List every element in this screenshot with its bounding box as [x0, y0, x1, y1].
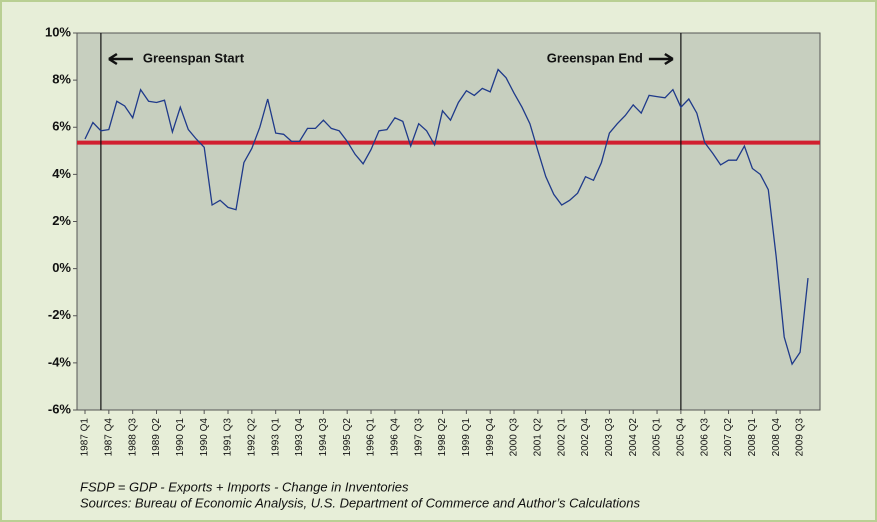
x-tick-label: 2008 Q4: [771, 418, 782, 457]
annotation-text: Greenspan End: [547, 50, 643, 65]
x-tick-label: 2002 Q4: [580, 418, 591, 457]
note: FSDP = GDP - Exports + Imports - Change …: [80, 479, 409, 494]
x-tick-label: 1996 Q4: [389, 418, 400, 457]
y-tick-label: -6%: [48, 401, 72, 416]
x-tick-label: 1999 Q4: [485, 418, 496, 457]
x-tick-label: 1999 Q1: [461, 418, 472, 457]
x-tick-label: 2004 Q2: [628, 418, 639, 457]
x-tick-label: 2002 Q1: [556, 418, 567, 457]
x-tick-label: 2005 Q1: [652, 418, 663, 457]
x-tick-label: 2008 Q1: [747, 418, 758, 457]
y-tick-label: 6%: [52, 119, 71, 134]
x-tick-label: 1993 Q4: [294, 418, 305, 457]
x-tick-label: 2006 Q3: [699, 418, 710, 457]
y-tick-label: 0%: [52, 260, 71, 275]
x-tick-label: 1987 Q1: [80, 418, 91, 457]
x-tick-label: 1995 Q2: [342, 418, 353, 457]
arrow: [108, 52, 133, 66]
x-tick-label: 2007 Q2: [723, 418, 734, 457]
x-tick-label: 1988 Q3: [127, 418, 138, 457]
y-tick-label: 2%: [52, 213, 71, 228]
x-tick-label: 1991 Q3: [223, 418, 234, 457]
x-tick-label: 1997 Q3: [413, 418, 424, 457]
y-tick-label: 8%: [52, 72, 71, 87]
x-tick-label: 1989 Q2: [151, 418, 162, 457]
x-tick-label: 2001 Q2: [533, 418, 544, 457]
x-tick-label: 1987 Q4: [103, 418, 114, 457]
plot-area: [76, 32, 821, 411]
note: Sources: Bureau of Economic Analysis, U.…: [80, 495, 640, 510]
x-tick-label: 2005 Q4: [676, 418, 687, 457]
x-tick-label: 1990 Q4: [199, 418, 210, 457]
y-tick-label: 10%: [45, 24, 71, 39]
x-tick-label: 1994 Q3: [318, 418, 329, 457]
arrow: [648, 52, 674, 66]
x-tick-label: 2000 Q3: [509, 418, 520, 457]
x-tick-label: 1990 Q1: [175, 418, 186, 457]
y-tick-label: -4%: [48, 354, 72, 369]
x-tick-label: 1998 Q2: [437, 418, 448, 457]
annotation-text: Greenspan Start: [143, 50, 245, 65]
series-line: [84, 68, 809, 366]
x-tick-label: 1996 Q1: [366, 418, 377, 457]
x-tick-label: 2009 Q3: [795, 418, 806, 457]
x-tick-label: 1992 Q2: [246, 418, 257, 457]
y-tick-label: 4%: [52, 166, 71, 181]
x-tick-label: 2003 Q3: [604, 418, 615, 457]
x-tick-label: 1993 Q1: [270, 418, 281, 457]
y-tick-label: -2%: [48, 307, 72, 322]
